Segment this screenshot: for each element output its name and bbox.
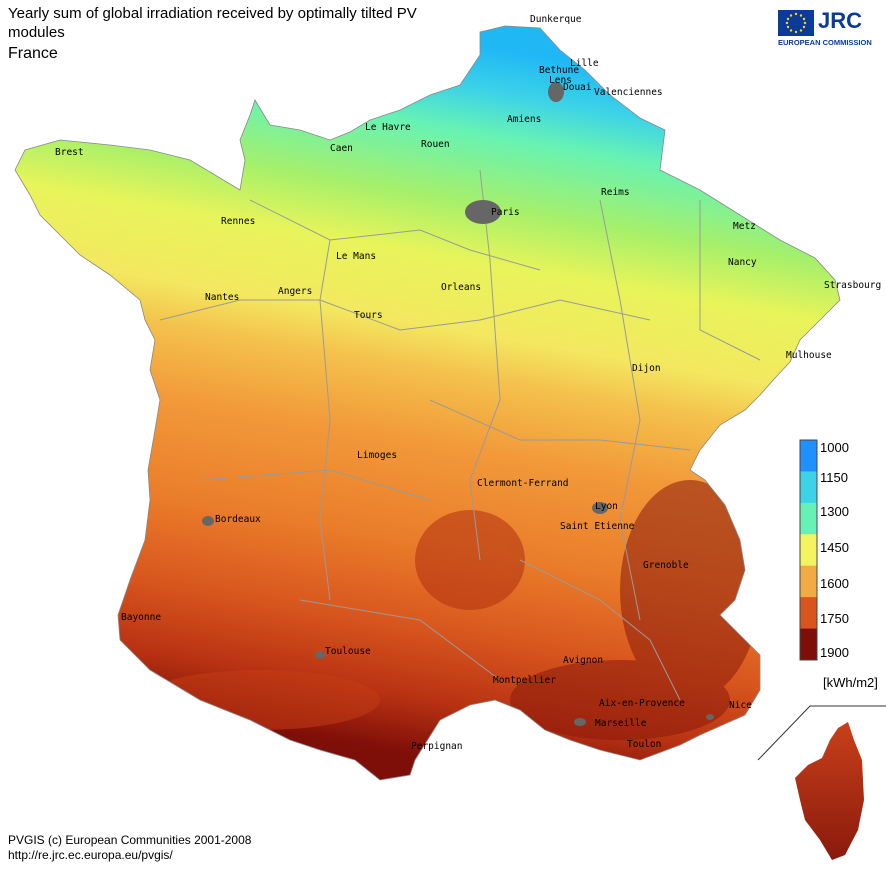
city-label: Lyon bbox=[595, 501, 618, 512]
logo-subtitle: EUROPEAN COMMISSION bbox=[778, 38, 872, 47]
city-label: Paris bbox=[491, 207, 520, 218]
city-label: Nantes bbox=[205, 292, 240, 303]
corsica-inset bbox=[757, 705, 886, 860]
city-label: Caen bbox=[330, 143, 353, 154]
city-label: Lens bbox=[549, 75, 572, 86]
legend-swatch bbox=[800, 440, 817, 472]
legend-swatch bbox=[800, 597, 817, 630]
city-label: Bordeaux bbox=[215, 514, 261, 525]
city-label: Tours bbox=[354, 310, 383, 321]
city-label: Le Havre bbox=[365, 122, 411, 133]
legend-swatch bbox=[800, 628, 817, 661]
city-label: Rouen bbox=[421, 139, 450, 150]
city-label: Rennes bbox=[221, 216, 256, 227]
city-label: Marseille bbox=[595, 718, 647, 729]
legend-unit: [kWh/m2] bbox=[823, 675, 878, 690]
legend-value: 1450 bbox=[820, 540, 849, 555]
city-label: Valenciennes bbox=[594, 87, 663, 98]
city-label: Grenoble bbox=[643, 560, 689, 571]
legend-swatch bbox=[800, 471, 817, 504]
city-label: Brest bbox=[55, 147, 84, 158]
legend-value: 1000 bbox=[820, 440, 849, 455]
legend-swatch bbox=[800, 534, 817, 567]
city-label: Montpellier bbox=[493, 675, 556, 686]
city-label: Aix-en-Provence bbox=[599, 698, 685, 709]
city-label: Bethune bbox=[539, 65, 580, 76]
eu-flag-icon bbox=[778, 10, 814, 36]
city-label: Douai bbox=[563, 82, 592, 93]
legend-swatch bbox=[800, 565, 817, 598]
city-label: Reims bbox=[601, 187, 630, 198]
map-title: Yearly sum of global irradiation receive… bbox=[8, 5, 417, 41]
legend-border bbox=[799, 439, 818, 661]
city-label: Toulon bbox=[627, 739, 662, 750]
city-label: Nice bbox=[729, 700, 752, 711]
city-label: Lille bbox=[570, 58, 599, 69]
city-label: Angers bbox=[278, 286, 313, 297]
city-label: Saint Etienne bbox=[560, 521, 635, 532]
city-label: Limoges bbox=[357, 450, 398, 461]
country-label: France bbox=[8, 45, 58, 62]
city-label: Perpignan bbox=[411, 741, 463, 752]
logo-name: JRC bbox=[818, 8, 863, 33]
city-label: Clermont-Ferrand bbox=[477, 478, 569, 489]
city-label: Bayonne bbox=[121, 612, 162, 623]
legend-colorbar bbox=[799, 439, 818, 661]
legend-value: 1150 bbox=[820, 470, 848, 485]
city-label: Toulouse bbox=[325, 646, 371, 657]
city-label: Amiens bbox=[507, 114, 542, 125]
city-label: Dunkerque bbox=[530, 14, 582, 25]
city-label: Mulhouse bbox=[786, 350, 832, 361]
legend-value: 1750 bbox=[820, 611, 849, 626]
jrc-logo: JRC EUROPEAN COMMISSION bbox=[778, 8, 874, 48]
city-label: Metz bbox=[733, 221, 756, 232]
city-label: Dijon bbox=[632, 363, 661, 374]
copyright-text: PVGIS (c) European Communities 2001-2008 bbox=[8, 833, 252, 847]
city-label: Nancy bbox=[728, 257, 757, 268]
city-label: Orleans bbox=[441, 282, 482, 293]
city-label: Le Mans bbox=[336, 251, 377, 262]
legend-value: 1600 bbox=[820, 576, 849, 591]
city-label: Avignon bbox=[563, 655, 604, 666]
legend-value: 1900 bbox=[820, 645, 849, 660]
source-url[interactable]: http://re.jrc.ec.europa.eu/pvgis/ bbox=[8, 848, 173, 862]
city-label: Strasbourg bbox=[824, 280, 882, 291]
legend-value: 1300 bbox=[820, 504, 849, 519]
legend-swatch bbox=[800, 502, 817, 535]
